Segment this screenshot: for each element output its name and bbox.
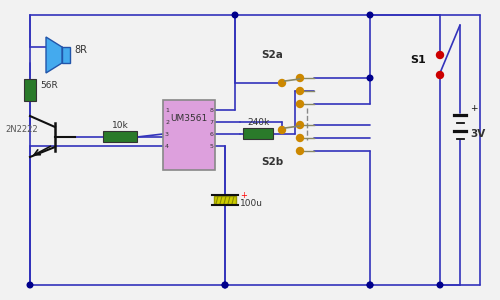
Polygon shape [46,37,62,73]
Text: S2a: S2a [261,50,283,60]
Text: 100u: 100u [240,199,263,208]
Text: S2b: S2b [261,157,283,167]
Text: 2: 2 [165,119,169,124]
Text: UM3561: UM3561 [170,114,207,123]
Text: 4: 4 [165,143,169,148]
Circle shape [436,52,444,58]
Circle shape [278,127,285,134]
Bar [214,196,236,204]
Bar [62,47,70,63]
Text: S1: S1 [410,55,426,65]
Text: 8R: 8R [74,45,87,55]
Text: 240k: 240k [247,118,269,127]
Circle shape [27,282,33,288]
Circle shape [296,100,304,107]
Text: 6: 6 [209,131,213,136]
Text: 10k: 10k [112,121,128,130]
Text: +: + [240,191,247,200]
Text: +: + [470,104,478,113]
Text: 3: 3 [165,131,169,136]
Text: 1: 1 [165,107,169,112]
Circle shape [437,282,443,288]
Text: 8: 8 [209,107,213,112]
Bar [103,131,137,142]
Text: 56R: 56R [40,81,58,90]
Circle shape [367,12,373,18]
Circle shape [232,12,238,18]
Circle shape [296,122,304,128]
Circle shape [296,74,304,82]
Circle shape [367,282,373,288]
Circle shape [296,134,304,142]
Circle shape [278,80,285,86]
Circle shape [296,148,304,154]
Circle shape [367,282,373,288]
Circle shape [222,282,228,288]
Bar [163,100,215,170]
Text: 7: 7 [209,119,213,124]
Circle shape [222,282,228,288]
Circle shape [436,71,444,79]
Circle shape [367,75,373,81]
Bar [24,79,36,101]
Text: 2N2222: 2N2222 [5,125,38,134]
Circle shape [296,88,304,94]
Bar [243,128,273,139]
Text: 3V: 3V [470,129,485,139]
Text: 5: 5 [209,143,213,148]
